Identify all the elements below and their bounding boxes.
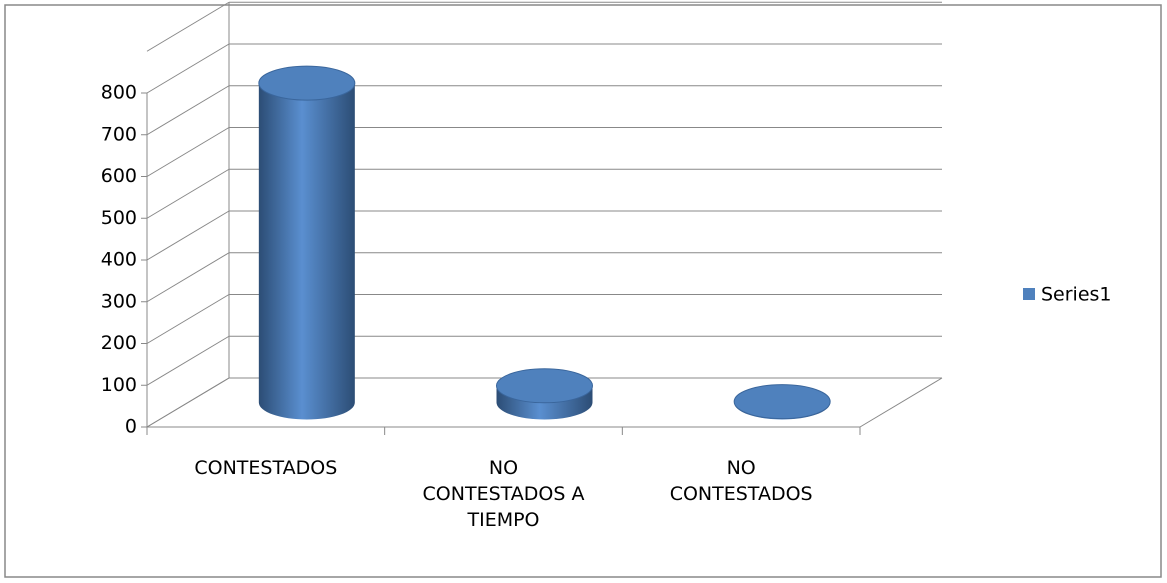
grid-line <box>146 210 230 261</box>
y-tick-label: 800 <box>101 82 137 104</box>
y-tick-label: 400 <box>101 249 137 271</box>
bar <box>258 65 356 420</box>
cylinder-body <box>258 83 355 420</box>
y-tick-label: 600 <box>101 165 137 187</box>
legend-label: Series1 <box>1041 284 1112 306</box>
grid-line <box>146 294 230 344</box>
y-tick-label: 700 <box>101 123 137 145</box>
y-tick-label: 200 <box>101 332 137 354</box>
cylinder-top <box>258 65 356 101</box>
bar <box>496 368 593 420</box>
grid-line <box>146 168 230 219</box>
y-tick-label: 0 <box>125 416 137 438</box>
floor-edge <box>859 377 943 428</box>
wall-edge <box>146 1 230 52</box>
y-tick-label: 100 <box>101 374 137 396</box>
x-tick-label: NO CONTESTADOS <box>669 457 813 505</box>
cylinder-top <box>733 384 831 420</box>
y-tick-label: 300 <box>101 290 137 312</box>
cylinder-top <box>496 368 593 404</box>
legend-swatch <box>1023 288 1035 300</box>
grid-line <box>146 85 230 136</box>
x-tick-label: CONTESTADOS <box>194 457 338 479</box>
grid-line <box>146 43 230 94</box>
grid-line <box>146 377 230 428</box>
frame <box>4 4 1162 578</box>
y-tick-label: 500 <box>101 207 137 229</box>
x-tick-label: NO CONTESTADOS A TIEMPO <box>422 457 585 531</box>
grid-line <box>146 127 230 177</box>
bar <box>733 384 831 420</box>
grid-line <box>146 335 230 386</box>
grid-line <box>146 252 230 303</box>
